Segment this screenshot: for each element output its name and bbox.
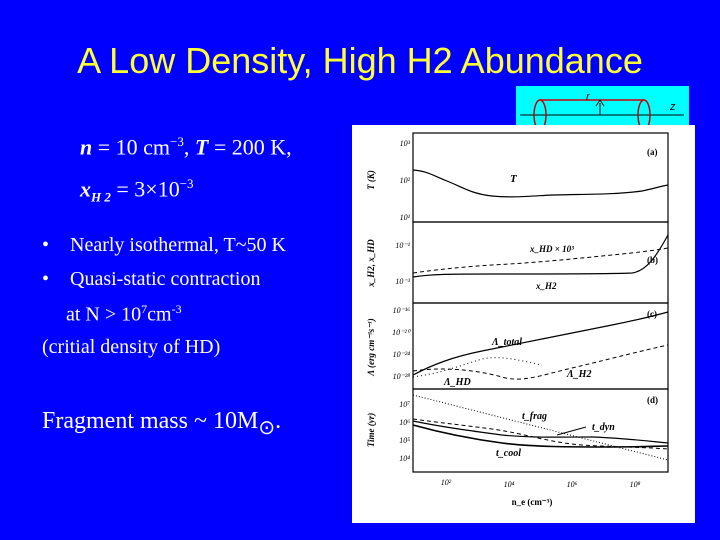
curve-label-xHD: x_HD × 10³ [529, 244, 574, 254]
continuation-unit: cm [147, 303, 172, 326]
continuation-line: at N > 107cm-3 [66, 302, 182, 327]
curve-label-T: T [510, 173, 518, 185]
fragment-period: . [275, 408, 282, 434]
ytick-label: 10⁶ [399, 418, 410, 427]
t-value: = 200 K, [213, 134, 292, 160]
ylabel-b: x_H2, x_HD [366, 239, 376, 288]
xaxis-label: n_e (cm⁻³) [512, 497, 553, 507]
ytick-label: 10⁴ [399, 454, 410, 463]
slide-title: A Low Density, High H2 Abundance [77, 40, 643, 81]
ytick-label: 10³ [400, 139, 411, 148]
panel-letter-c: (c) [647, 309, 657, 319]
curve-label-tfrag: t_frag [522, 411, 547, 422]
density-temperature-equation: n = 10 cm−3, T = 200 K, [80, 134, 292, 160]
ylabel-d: Time (yr) [366, 413, 376, 447]
curve-label-tcool: t_cool [496, 448, 521, 459]
sun-symbol: ⊙ [258, 416, 276, 439]
x-symbol: x [80, 176, 91, 202]
ytick-label: 10⁻²⁸ [393, 372, 411, 381]
ytick-label: 10⁵ [399, 436, 410, 445]
continuation-text: at N > 10 [66, 303, 142, 326]
curve-label-Ltotal: Λ_total [491, 337, 522, 348]
ytick-label: 10¹ [400, 213, 411, 222]
curve-label-LHD: Λ_HD [443, 377, 471, 388]
bullet-text: Nearly isothermal, T~50 K [70, 234, 286, 256]
panel-letter-d: (d) [647, 395, 658, 405]
xtick-label: 10⁶ [567, 480, 578, 489]
critical-density-note: (critial density of HD) [42, 336, 221, 358]
z-label: z [669, 101, 676, 113]
ylabel-a: T (K) [366, 170, 376, 190]
ytick-label: 10⁻²⁰ [392, 328, 412, 337]
xtick-label: 10⁴ [504, 480, 515, 489]
curve-label-LH2: Λ_H2 [566, 369, 591, 380]
n-exponent: −3 [170, 134, 184, 149]
x-subscript: H 2 [91, 189, 111, 205]
bullet-item: • Quasi-static contraction [42, 268, 261, 291]
r-label: r [586, 91, 591, 103]
separator: , [183, 134, 190, 160]
n-value: = 10 cm [97, 134, 171, 160]
continuation-exponent: 7 [141, 302, 148, 316]
ylabel-c: Λ (erg cm⁻³s⁻¹) [366, 318, 376, 376]
curve-label-xH2: x_H2 [535, 281, 557, 291]
bullet-item: • Nearly isothermal, T~50 K [42, 234, 286, 257]
bullet-marker: • [42, 234, 50, 256]
fragment-text: Fragment mass ~ 10M [42, 408, 259, 434]
panel-letter-a: (a) [647, 147, 658, 157]
t-symbol: T [194, 134, 209, 160]
curve-label-tdyn: t_dyn [592, 422, 615, 433]
ytick-label: 10⁻¹⁶ [393, 306, 411, 315]
x-value: = 3×10 [116, 176, 180, 202]
fragment-mass: Fragment mass ~ 10M⊙. [42, 408, 281, 440]
figure-panel: (a) (b) (c) (d) T (K) x_H2, x_HD Λ (erg … [352, 125, 695, 523]
ytick-label: 10⁻³ [395, 277, 410, 286]
continuation-unit-exponent: -3 [171, 302, 182, 316]
n-symbol: n [80, 134, 93, 160]
ytick-label: 10⁷ [399, 400, 410, 409]
ytick-label: 10² [400, 176, 411, 185]
h2-abundance-equation: xH 2 = 3×10−3 [80, 176, 194, 206]
xtick-label: 10² [441, 478, 452, 487]
x-exponent: −3 [179, 176, 194, 191]
ytick-label: 10⁻²⁴ [393, 350, 411, 359]
bullet-marker: • [42, 268, 50, 290]
bullet-text: Quasi-static contraction [70, 268, 261, 290]
ytick-label: 10⁻¹ [395, 241, 410, 250]
xtick-label: 10⁸ [630, 480, 641, 489]
